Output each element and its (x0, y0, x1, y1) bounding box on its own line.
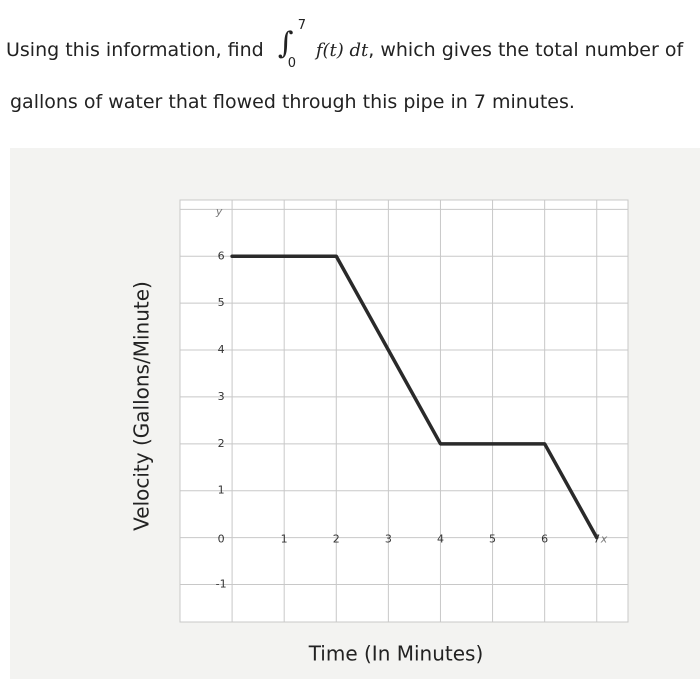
integral-upper-limit: 7 (297, 18, 307, 33)
x-tick-label: 4 (437, 533, 444, 546)
x-tick-label: 3 (385, 533, 392, 546)
x-tick-label: 5 (489, 533, 496, 546)
velocity-line (230, 254, 599, 540)
y-tick-label: 1 (218, 484, 225, 497)
x-tick-label: 6 (541, 533, 548, 546)
integral-sign-icon: ∫ (277, 26, 294, 61)
x-tick-label: 1 (281, 533, 288, 546)
y-tick-label: 6 (218, 249, 225, 262)
y-tick-label: 4 (218, 343, 225, 356)
y-axis-letter: y (215, 205, 223, 218)
y-tick-label: 3 (218, 390, 225, 403)
question-line-2: gallons of water that flowed through thi… (10, 91, 575, 113)
origin-label: 0 (218, 533, 225, 546)
integral-lower-limit: 0 (287, 56, 297, 71)
question-prefix: Using this information, find (6, 39, 264, 61)
integral-symbol: ∫ 7 0 (270, 18, 310, 71)
x-tick-label: 2 (333, 533, 340, 546)
question-suffix: , which gives the total number of (368, 39, 684, 61)
question-line-1: Using this information, find ∫ 7 0 f(t) … (6, 18, 684, 71)
y-axis-label: Velocity (Gallons/Minute) (130, 281, 154, 531)
integrand: f(t) dt (315, 40, 369, 61)
x-axis-letter: x (600, 533, 608, 546)
plot-area (179, 199, 629, 623)
y-tick-label: 5 (218, 296, 225, 309)
y-tick-label: 2 (218, 437, 225, 450)
y-tick-label: -1 (216, 577, 227, 590)
x-axis-label: Time (In Minutes) (308, 642, 484, 666)
